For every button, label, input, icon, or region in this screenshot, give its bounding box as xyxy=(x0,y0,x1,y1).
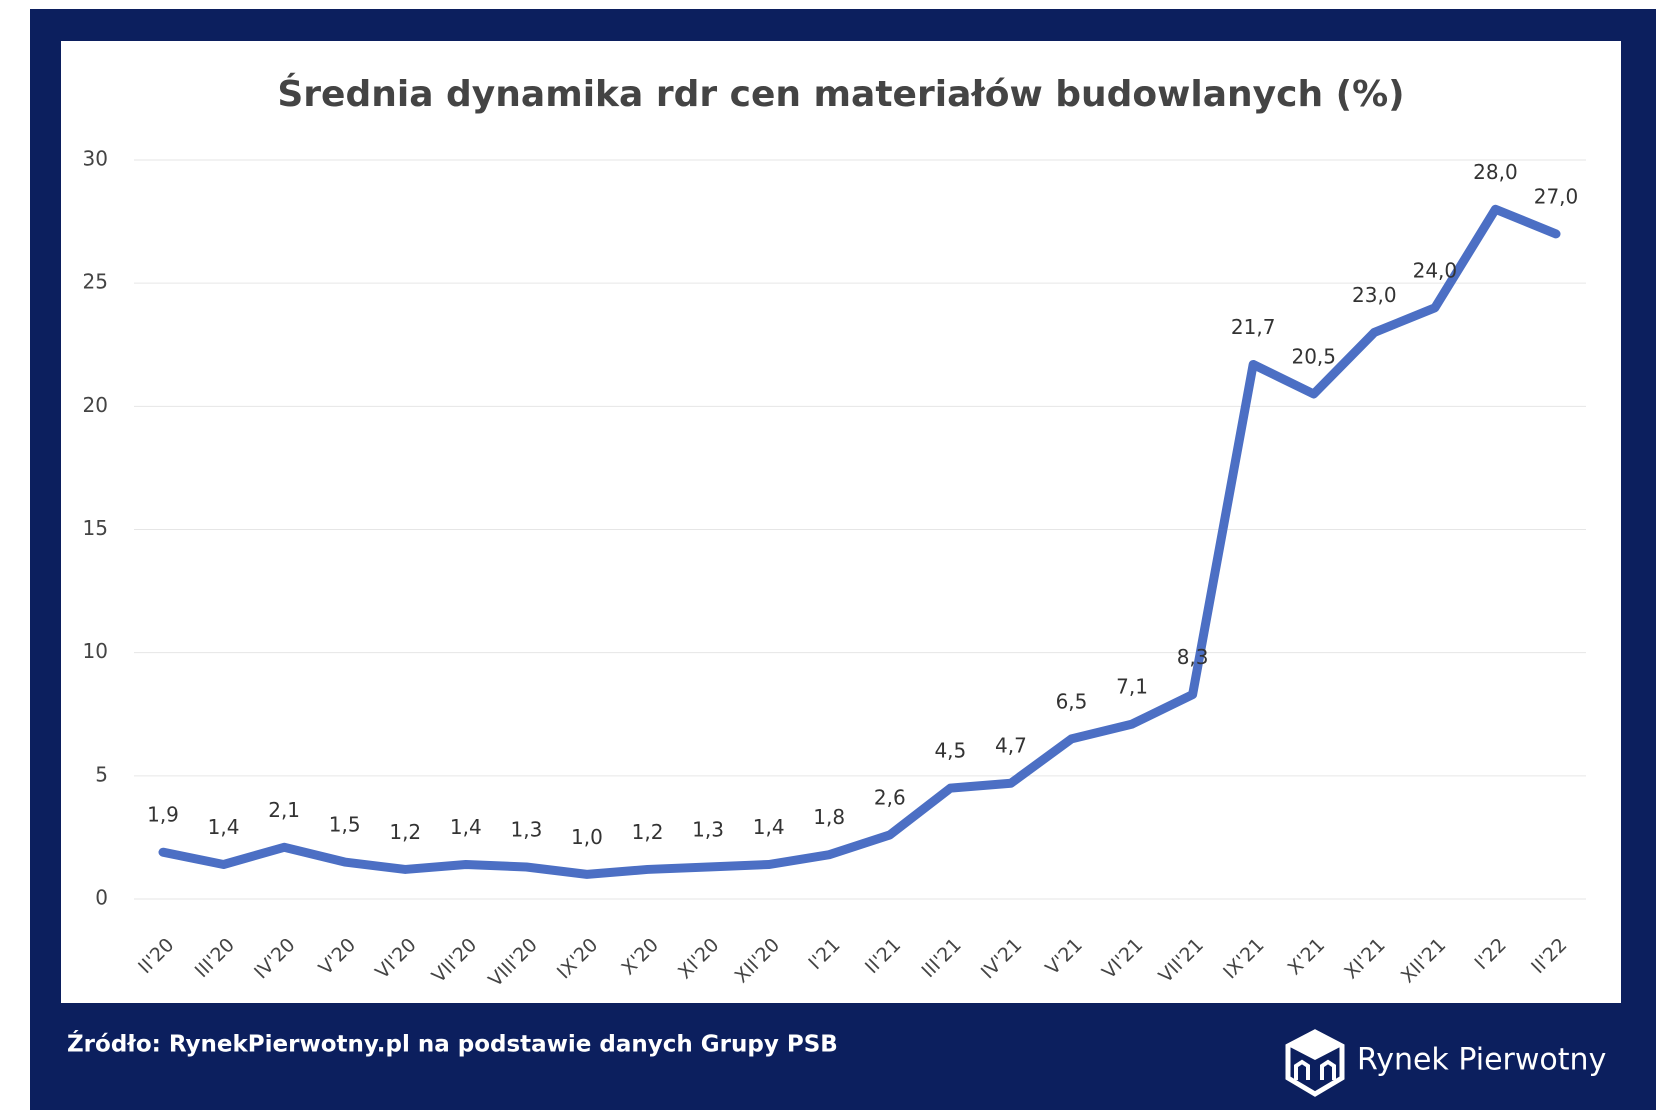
value-label: 6,5 xyxy=(1056,689,1088,713)
data-line xyxy=(158,204,1561,879)
value-label: 4,5 xyxy=(934,739,966,763)
y-tick-label: 15 xyxy=(83,516,108,540)
source-note: Źródło: RynekPierwotny.pl na podstawie d… xyxy=(67,1030,838,1058)
value-label: 21,7 xyxy=(1231,315,1276,339)
value-label: 1,2 xyxy=(389,820,421,844)
value-label: 1,5 xyxy=(329,813,361,837)
value-label: 7,1 xyxy=(1116,675,1148,699)
value-label: 28,0 xyxy=(1473,160,1518,184)
panel xyxy=(61,41,1621,1003)
y-tick-label: 25 xyxy=(83,270,108,294)
y-tick-label: 0 xyxy=(95,886,108,910)
value-label: 1,8 xyxy=(813,805,845,829)
value-label: 1,3 xyxy=(510,817,542,841)
value-label: 1,4 xyxy=(208,815,240,839)
brand-logo xyxy=(1285,1029,1345,1097)
value-label: 1,3 xyxy=(692,817,724,841)
value-label: 23,0 xyxy=(1352,283,1397,307)
value-label: 8,3 xyxy=(1177,645,1209,669)
brand-name: Rynek Pierwotny xyxy=(1357,1043,1606,1078)
value-label: 2,1 xyxy=(268,798,300,822)
value-label: 1,4 xyxy=(753,815,785,839)
value-label: 1,9 xyxy=(147,803,179,827)
value-label: 2,6 xyxy=(874,785,906,809)
chart-title: Średnia dynamika rdr cen materiałów budo… xyxy=(277,73,1404,115)
value-label: 24,0 xyxy=(1413,258,1458,282)
y-tick-label: 20 xyxy=(83,393,108,417)
value-label: 1,0 xyxy=(571,825,603,849)
value-label: 27,0 xyxy=(1534,184,1579,208)
value-label: 4,7 xyxy=(995,734,1027,758)
value-label: 1,4 xyxy=(450,815,482,839)
y-tick-label: 5 xyxy=(95,762,108,786)
y-tick-label: 10 xyxy=(83,639,108,663)
y-tick-label: 30 xyxy=(83,147,108,171)
value-label: 20,5 xyxy=(1291,345,1336,369)
value-label: 1,2 xyxy=(632,820,664,844)
